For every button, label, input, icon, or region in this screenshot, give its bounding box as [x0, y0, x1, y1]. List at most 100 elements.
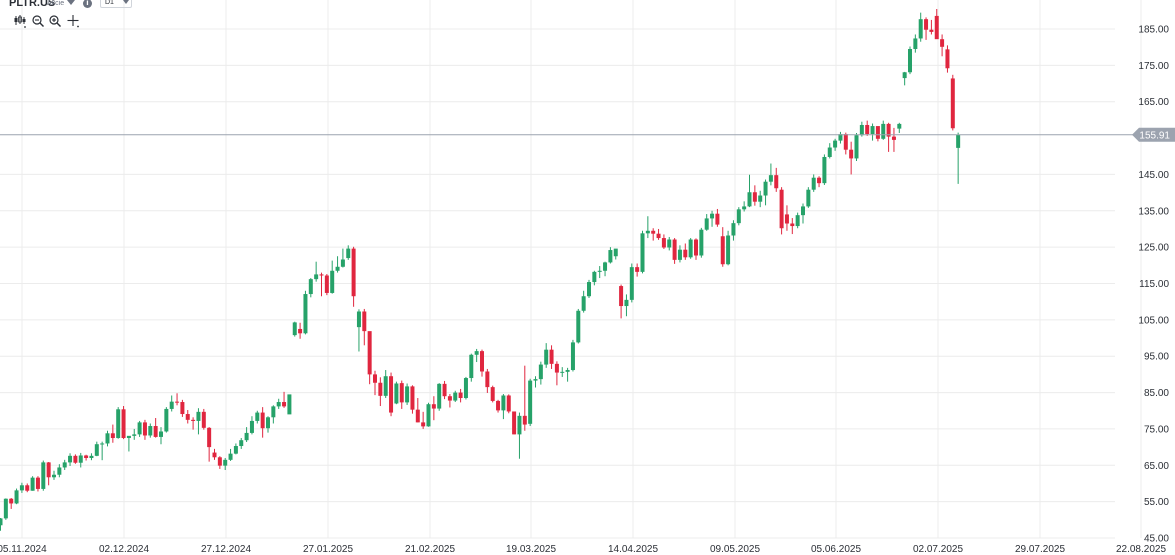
- timeframe-select[interactable]: D1: [100, 0, 132, 8]
- candle-up: [801, 203, 805, 224]
- candle-body: [437, 383, 442, 409]
- zoom-in-icon[interactable]: [48, 14, 62, 28]
- candle-up: [405, 383, 410, 405]
- candle-body: [533, 379, 538, 381]
- candle-body: [25, 485, 30, 491]
- candle-body: [175, 401, 180, 403]
- candle-up: [78, 452, 83, 468]
- candle-down: [891, 127, 896, 152]
- candle-body: [619, 286, 624, 307]
- candle-body: [934, 15, 939, 40]
- candle-down: [779, 187, 784, 235]
- info-icon[interactable]: i: [83, 0, 92, 8]
- crosshair-icon[interactable]: [66, 14, 80, 28]
- x-tick-label: 27.01.2025: [303, 544, 353, 555]
- candle-up: [747, 174, 752, 208]
- candle-body: [271, 406, 276, 418]
- candle-up: [266, 416, 270, 433]
- candle-body: [603, 262, 608, 271]
- x-tick-label: 14.04.2025: [608, 544, 658, 555]
- candle-body: [180, 402, 185, 415]
- candle-body: [276, 402, 281, 407]
- chart-type-icon[interactable]: [13, 14, 27, 28]
- candle-down: [373, 370, 377, 396]
- candle-up: [795, 212, 800, 229]
- y-tick-label: 85.00: [1144, 388, 1169, 399]
- candle-body: [335, 266, 340, 271]
- candle-up: [233, 443, 238, 455]
- candle-down: [447, 394, 452, 408]
- candle-body: [57, 467, 62, 475]
- candle-down: [635, 263, 640, 277]
- candle-body: [212, 452, 217, 458]
- candle-down: [362, 308, 367, 346]
- candle-up: [68, 453, 73, 467]
- candle-body: [308, 279, 313, 295]
- y-tick-label: 65.00: [1144, 461, 1169, 472]
- candle-down: [153, 418, 158, 438]
- candle-up: [126, 435, 131, 452]
- candle-up: [469, 353, 474, 382]
- candle-down: [875, 126, 880, 142]
- x-tick-label: 29.07.2025: [1015, 544, 1065, 555]
- candle-down: [142, 419, 147, 440]
- candle-up: [822, 154, 827, 185]
- y-tick-label: 145.00: [1138, 170, 1169, 181]
- candle-body: [726, 235, 731, 265]
- candle-body: [806, 189, 811, 207]
- candle-up: [463, 376, 468, 400]
- candle-body: [811, 177, 816, 190]
- candle-up: [624, 294, 629, 317]
- candle-body: [827, 147, 832, 157]
- candle-body: [570, 342, 575, 371]
- x-tick-label: 02.12.2024: [99, 544, 149, 555]
- candle-down: [191, 417, 196, 430]
- candle-body: [362, 311, 367, 332]
- candle-body: [46, 462, 51, 478]
- candle-body: [474, 351, 479, 355]
- candle-body: [233, 446, 238, 454]
- zoom-out-icon[interactable]: [31, 14, 45, 28]
- candle-body: [89, 455, 94, 459]
- candle-up: [394, 381, 399, 405]
- candle-body: [779, 189, 784, 229]
- candle-up: [806, 187, 811, 208]
- candle-up: [276, 398, 281, 409]
- candle-up: [255, 410, 260, 424]
- candle-body: [870, 126, 875, 135]
- candle-up: [908, 46, 912, 75]
- y-tick-label: 45.00: [1144, 534, 1169, 545]
- candle-up: [592, 270, 597, 286]
- candle-body: [14, 490, 19, 504]
- candle-down: [458, 388, 463, 403]
- candle-up: [587, 279, 591, 299]
- candle-up: [913, 34, 918, 53]
- candle-body: [752, 192, 757, 202]
- candle-up: [742, 201, 747, 212]
- candle-up: [838, 131, 843, 144]
- candle-down: [480, 349, 484, 377]
- candle-down: [399, 380, 404, 409]
- candle-up: [116, 407, 121, 439]
- candle-up: [533, 376, 538, 388]
- candle-body: [287, 394, 292, 415]
- candle-up: [565, 367, 570, 382]
- candle-up: [14, 488, 19, 505]
- candle-body: [453, 392, 458, 401]
- candle-body: [105, 433, 110, 444]
- candle-body: [191, 419, 196, 421]
- candle-body: [822, 156, 827, 184]
- candle-down: [260, 407, 265, 438]
- symbol-name[interactable]: PLTR.US: [9, 0, 56, 9]
- candle-down: [180, 399, 185, 417]
- chevron-down-icon[interactable]: [123, 0, 129, 4]
- symbol-dropdown-icon[interactable]: [67, 0, 75, 5]
- candle-body: [201, 411, 206, 428]
- candle-body: [784, 214, 789, 224]
- candle-body: [522, 415, 527, 425]
- candle-down: [940, 34, 945, 57]
- candle-down: [865, 120, 870, 136]
- candle-body: [859, 124, 864, 136]
- candle-body: [924, 19, 929, 30]
